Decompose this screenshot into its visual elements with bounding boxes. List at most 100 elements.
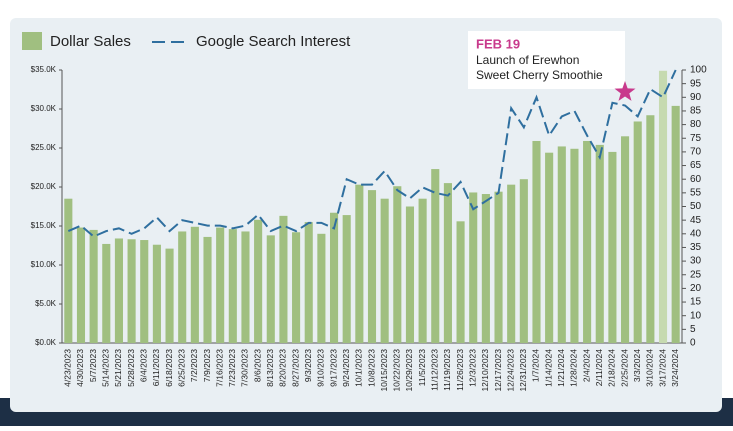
y2-tick-label: 90 [690,92,702,103]
x-tick-label: 2/4/2024 [581,349,591,382]
bar [393,186,402,343]
x-tick-label: 6/25/2023 [176,349,186,387]
y2-tick-label: 100 [690,65,707,76]
y2-tick-label: 25 [690,269,702,280]
x-tick-label: 7/16/2023 [214,349,224,387]
annotation-title: FEB 19 [476,36,520,51]
y-tick-label: $35.0K [31,65,57,74]
bar [431,169,440,343]
y2-tick-label: 20 [690,283,702,294]
bar [342,215,351,343]
bar [507,184,516,343]
x-tick-label: 11/5/2023 [417,349,427,386]
x-tick-label: 12/10/2023 [480,349,490,392]
x-tick-label: 8/13/2023 [265,349,275,387]
bar [658,70,668,343]
bar [89,229,98,343]
annotation-text: Sweet Cherry Smoothie [476,68,603,82]
y2-tick-label: 0 [690,338,696,349]
y-tick-label: $5.0K [35,299,57,308]
y2-tick-label: 40 [690,228,702,239]
x-tick-label: 10/29/2023 [404,349,414,392]
bar [317,233,326,343]
y-tick-label: $20.0K [31,182,57,191]
bar [64,198,73,343]
x-tick-label: 12/3/2023 [467,349,477,387]
bar [595,144,604,343]
y-tick-label: $10.0K [31,260,57,269]
x-tick-label: 11/26/2023 [455,349,465,391]
bar [456,221,465,343]
x-tick-label: 7/30/2023 [240,349,250,387]
y2-tick-label: 45 [690,215,702,226]
card [10,18,722,412]
bar [241,231,250,343]
bar [646,115,655,344]
y2-tick-label: 30 [690,256,702,267]
bar [190,226,199,343]
x-tick-label: 3/10/2024 [645,349,655,387]
x-tick-label: 10/22/2023 [392,349,402,392]
bar [671,105,680,343]
legend: Dollar Sales Google Search Interest [22,32,351,50]
bar [418,198,427,343]
x-tick-label: 2/25/2024 [619,349,629,387]
bar [519,179,528,343]
bar [292,232,301,343]
bar [367,190,377,343]
bar [481,194,490,343]
bar [380,198,389,343]
bar [469,192,478,343]
bar [633,121,642,343]
y2-tick-label: 70 [690,147,702,158]
y-tick-label: $25.0K [31,143,57,152]
y2-tick-label: 65 [690,160,702,171]
x-tick-label: 12/17/2023 [493,349,503,392]
y2-tick-label: 95 [690,78,702,89]
bar [279,215,288,343]
bar [102,243,111,343]
bar [532,140,541,343]
bar [608,151,617,343]
y2-tick-label: 35 [690,242,702,253]
x-tick-label: 1/28/2024 [569,349,579,387]
x-tick-label: 2/18/2024 [607,349,617,387]
x-tick-label: 7/9/2023 [202,349,212,382]
x-tick-label: 2/11/2024 [594,349,604,386]
x-tick-label: 4/30/2023 [75,349,85,387]
bar [494,191,503,343]
x-tick-label: 3/17/2024 [657,349,667,387]
bar [621,136,630,343]
y2-tick-label: 10 [690,310,702,321]
x-tick-label: 4/23/2023 [63,349,73,387]
x-tick-label: 3/24/2024 [670,349,680,387]
bar [557,146,566,343]
x-tick-label: 7/2/2023 [189,349,199,382]
x-tick-label: 12/24/2023 [505,349,515,392]
y-tick-label: $15.0K [31,221,57,230]
y2-tick-label: 55 [690,187,702,198]
x-tick-label: 6/4/2023 [138,349,148,382]
y2-tick-label: 80 [690,119,702,130]
x-tick-label: 10/8/2023 [366,349,376,387]
bar [127,239,136,343]
x-tick-label: 7/23/2023 [227,349,237,387]
bar [152,244,161,343]
x-tick-label: 8/6/2023 [252,349,262,382]
x-tick-label: 9/17/2023 [328,349,338,387]
bar [266,235,275,343]
x-tick-label: 3/3/2024 [632,349,642,382]
bar [228,229,237,343]
x-tick-label: 11/19/2023 [442,349,452,391]
y2-tick-label: 15 [690,297,702,308]
bar [405,206,415,343]
x-tick-label: 1/21/2024 [556,349,566,387]
line [67,69,677,238]
y2-tick-label: 75 [690,133,702,144]
x-tick-label: 9/24/2023 [341,349,351,387]
x-tick-label: 10/15/2023 [379,349,389,392]
bar [583,140,592,343]
x-tick-label: 10/1/2023 [354,349,364,387]
bar [216,227,225,343]
bar [570,148,579,343]
